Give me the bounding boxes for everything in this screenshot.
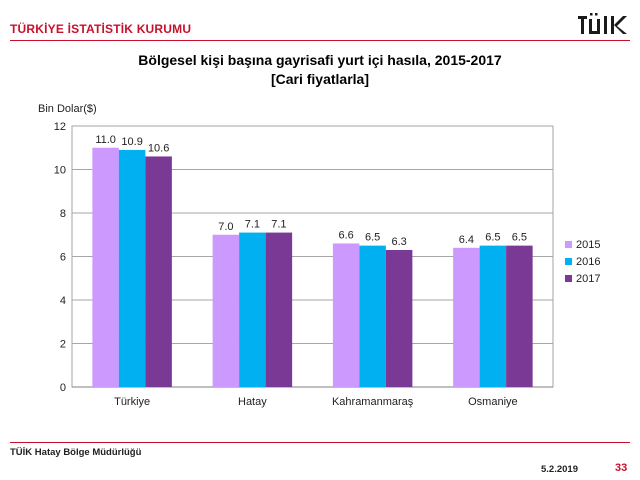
y-tick-label: 0 [60, 382, 66, 394]
page-number: 33 [615, 462, 628, 474]
data-label: 7.1 [271, 219, 286, 231]
legend-swatch [565, 241, 572, 248]
chart-title: Bölgesel kişi başına gayrisafi yurt içi … [138, 52, 502, 68]
bar [385, 249, 413, 387]
x-tick-label: Hatay [238, 396, 267, 408]
legend-label: 2015 [576, 239, 600, 251]
bar [265, 232, 293, 387]
data-label: 6.5 [365, 232, 380, 244]
data-label: 11.0 [95, 134, 116, 146]
data-label: 10.6 [148, 142, 169, 154]
bar [92, 147, 119, 387]
data-label: 6.5 [512, 232, 527, 244]
legend-label: 2017 [576, 273, 600, 285]
legend-swatch [565, 258, 572, 265]
bar [332, 243, 360, 387]
chart-subtitle: [Cari fiyatlarla] [270, 71, 370, 87]
y-tick-label: 10 [54, 165, 66, 177]
bar-chart: 0 2 4 6 8 10 12 11.0 10.9 10.6 Türkiye 7.0 7.1 7.1 Hat… [54, 121, 601, 408]
y-tick-label: 12 [54, 121, 66, 133]
y-tick-label: 6 [60, 252, 66, 264]
footer-organization: TÜİK Hatay Bölge Müdürlüğü [10, 447, 142, 458]
bar [479, 245, 507, 387]
data-label: 6.4 [459, 234, 474, 246]
bar [359, 245, 386, 387]
bar [212, 234, 240, 387]
legend-swatch [565, 275, 572, 282]
bar [145, 156, 172, 387]
bar [118, 149, 146, 387]
data-label: 7.0 [218, 221, 233, 233]
bar [453, 247, 480, 387]
y-tick-label: 2 [60, 339, 66, 351]
footer-date: 5.2.2019 [541, 464, 578, 475]
x-tick-label: Kahramanmaraş [332, 396, 414, 408]
tuik-logo [578, 13, 627, 34]
legend-label: 2016 [576, 256, 600, 268]
y-tick-label: 4 [60, 295, 66, 307]
x-tick-label: Osmaniye [468, 396, 518, 408]
data-label: 6.6 [338, 229, 353, 241]
data-label: 6.3 [391, 236, 406, 248]
x-tick-label: Türkiye [114, 396, 150, 408]
data-label: 6.5 [485, 232, 500, 244]
data-label: 7.1 [245, 219, 260, 231]
footer-divider [10, 442, 630, 443]
data-label: 10.9 [121, 136, 142, 148]
y-tick-label: 8 [60, 208, 66, 220]
bar [506, 245, 533, 387]
bar [239, 232, 266, 387]
header-divider [10, 40, 630, 41]
y-axis-label: Bin Dolar($) [38, 103, 97, 115]
organization-name: TÜRKİYE İSTATİSTİK KURUMU [10, 22, 192, 36]
